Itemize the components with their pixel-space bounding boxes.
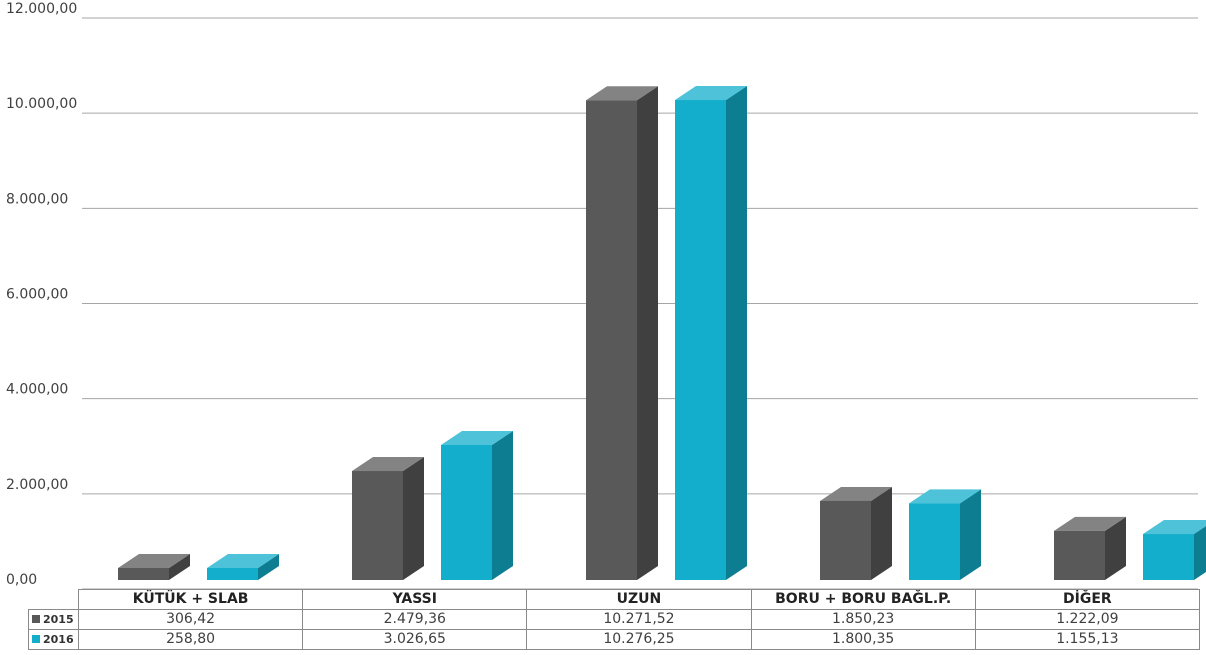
- table-header-row: KÜTÜK + SLAB YASSI UZUN BORU + BORU BAĞL…: [28, 589, 1201, 610]
- table-row-2016: 2016 258,80 3.026,65 10.276,25 1.800,35 …: [28, 629, 1201, 650]
- y-tick-label: 2.000,00: [6, 477, 68, 493]
- bar-top-2015: [352, 457, 424, 472]
- bar-2016: [207, 568, 258, 580]
- bar-top-2016: [1143, 520, 1206, 535]
- bar-2015: [1054, 530, 1105, 580]
- bar-2015: [586, 100, 637, 581]
- table-cell: 1.155,13: [974, 629, 1201, 650]
- table-cell: 3.026,65: [302, 629, 528, 650]
- y-tick-label: 8.000,00: [6, 191, 68, 207]
- bar-side-2016: [1194, 526, 1206, 580]
- bar-2015: [118, 568, 169, 580]
- legend-label-2016: 2016: [43, 633, 74, 646]
- bar-top-2016: [207, 554, 279, 568]
- y-tick-label: 4.000,00: [6, 382, 68, 398]
- legend-2015: 2015: [28, 609, 79, 630]
- table-cell: 2.479,36: [302, 609, 528, 630]
- table-row-2015: 2015 306,42 2.479,36 10.271,52 1.850,23 …: [28, 609, 1201, 630]
- y-tick-label: 12.000,00: [6, 1, 77, 17]
- bar-top-2016: [675, 86, 747, 101]
- bar-2015: [820, 500, 871, 580]
- bar-top-2015: [118, 554, 190, 568]
- table-cell: 1.800,35: [750, 629, 976, 650]
- legend-swatch-2016: [32, 635, 40, 643]
- data-table: KÜTÜK + SLAB YASSI UZUN BORU + BORU BAĞL…: [28, 589, 1201, 650]
- table-cell: 1.850,23: [750, 609, 976, 630]
- bar-side-2015: [169, 554, 190, 580]
- bar-side-2016: [258, 554, 279, 580]
- table-cell: 258,80: [77, 629, 304, 650]
- legend-label-2015: 2015: [43, 613, 74, 626]
- bar-top-2015: [586, 86, 658, 101]
- legend-swatch-2015: [32, 615, 40, 623]
- bar-side-2015: [871, 486, 892, 580]
- category-header: YASSI: [302, 589, 528, 610]
- category-header: BORU + BORU BAĞL.P.: [750, 589, 976, 610]
- bar-top-2016: [441, 430, 513, 445]
- bar-2016: [441, 444, 492, 580]
- bar-side-2016: [726, 86, 747, 580]
- bar-top-2016: [909, 489, 981, 504]
- bar-side-2016: [960, 489, 981, 580]
- legend-2016: 2016: [28, 629, 79, 650]
- bar-2016: [675, 100, 726, 580]
- table-cell: 306,42: [77, 609, 304, 630]
- y-tick-label: 10.000,00: [6, 96, 77, 112]
- category-header: DİĞER: [974, 589, 1201, 610]
- y-tick-label: 0,00: [6, 572, 37, 588]
- bar-side-2015: [637, 86, 658, 581]
- y-tick-label: 6.000,00: [6, 287, 68, 303]
- bar-2016: [1143, 534, 1194, 580]
- category-header: KÜTÜK + SLAB: [77, 589, 304, 610]
- bar-2016: [909, 503, 960, 580]
- bar-side-2015: [403, 457, 424, 580]
- bar-side-2015: [1105, 516, 1126, 580]
- table-cell: 10.276,25: [526, 629, 752, 650]
- bar-top-2015: [1054, 516, 1126, 531]
- category-header: UZUN: [526, 589, 752, 610]
- bar-2015: [352, 471, 403, 580]
- table-cell: 1.222,09: [974, 609, 1201, 630]
- table-cell: 10.271,52: [526, 609, 752, 630]
- bar-top-2015: [820, 486, 892, 501]
- table-corner: [28, 589, 79, 610]
- bar-chart: 0,00 2.000,00 4.000,00 6.000,00 8.000,00 10.0…: [6, 1, 1206, 590]
- bar-side-2016: [492, 430, 513, 580]
